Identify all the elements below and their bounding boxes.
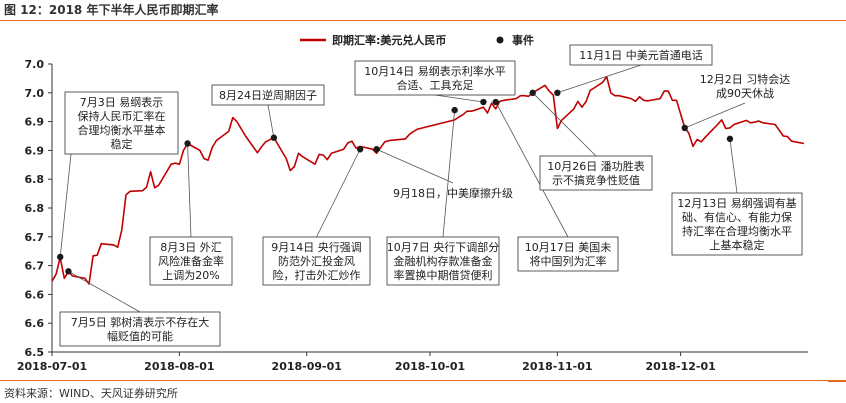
event-leader-line — [376, 148, 454, 184]
event-marker — [373, 146, 380, 153]
event-marker — [726, 135, 734, 143]
x-tick-label: 2018-09-01 — [272, 360, 342, 373]
x-tick-label: 2018-11-01 — [522, 360, 592, 373]
event-leader-line — [68, 271, 141, 313]
y-tick-label: 6.9 — [25, 144, 45, 157]
event-leader-line — [316, 149, 361, 238]
event-annotation-text: 率置换中期借贷便利 — [394, 268, 493, 282]
event-annotation-box — [539, 155, 653, 191]
event-annotation-text: 幅贬值的可能 — [107, 329, 173, 343]
event-annotation-box — [569, 44, 713, 66]
y-tick-label: 6.5 — [25, 346, 45, 359]
event-annotation-text: 10月17日 美国未 — [525, 241, 612, 254]
event-marker — [65, 268, 72, 275]
event-leader-line — [684, 102, 746, 129]
event-annotation-text: 合理均衡水平基本 — [78, 123, 166, 137]
event-annotation-text: 12月13日 易纲强调有基 — [677, 196, 797, 210]
event-annotation-box — [517, 236, 619, 272]
y-tick-label: 6.6 — [25, 288, 45, 301]
event-marker — [57, 253, 64, 261]
legend-label-spot-rate: 即期汇率:美元兑人民币 — [332, 33, 446, 47]
event-annotation-text: 10月7日 央行下调部分 — [387, 240, 500, 254]
event-leader-line — [59, 153, 72, 258]
event-leader-line — [442, 110, 456, 238]
event-annotation-text: 金融机构存款准备金 — [394, 254, 493, 268]
series-line-spot-rate — [51, 75, 805, 285]
event-annotation-text: 11月1日 中美元首通电话 — [579, 48, 703, 62]
event-annotation-text: 12月2日 习特会达 — [700, 72, 791, 86]
legend-swatch-events — [496, 36, 504, 44]
event-annotation-text: 保持人民币汇率在 — [78, 109, 166, 123]
event-annotation-text: 7月5日 郭树清表示不存在大 — [71, 315, 210, 329]
y-tick-label: 6.7 — [25, 231, 45, 244]
y-tick-label: 6.7 — [25, 260, 45, 273]
y-tick-label: 6.8 — [25, 173, 45, 186]
event-annotation-text: 将中国列为汇率 — [530, 254, 607, 268]
event-annotation-text: 7月3日 易纲表示 — [80, 95, 164, 109]
footer-accent — [828, 380, 846, 382]
event-annotation-text: 合适、工具充足 — [397, 78, 474, 92]
event-annotation-text: 上基本稳定 — [710, 238, 765, 252]
event-marker — [451, 106, 458, 114]
event-annotation-text: 10月26日 潘功胜表 — [547, 159, 645, 173]
event-marker — [270, 134, 278, 141]
event-leader-line — [729, 138, 738, 194]
event-annotation-box — [211, 84, 325, 106]
event-marker — [480, 98, 487, 106]
legend-label-events: 事件 — [512, 33, 534, 47]
event-annotation-text: 上调为20% — [162, 269, 219, 282]
event-annotation-box — [386, 236, 500, 286]
y-tick-label: 7.0 — [25, 58, 45, 71]
event-annotation-box — [354, 60, 516, 96]
event-annotation-text: 示不搞竞争性贬值 — [552, 173, 640, 187]
event-annotation-text: 防范外汇投金风 — [278, 254, 355, 268]
title-divider — [0, 20, 846, 21]
event-annotation-box — [262, 236, 371, 286]
event-annotation-box — [59, 311, 221, 347]
event-annotation-text: 稳定 — [111, 137, 133, 151]
event-marker — [681, 124, 688, 132]
y-tick-label: 6.8 — [25, 202, 45, 215]
x-tick-label: 2018-10-01 — [395, 360, 465, 373]
event-annotation-text: 成90天休战 — [716, 87, 774, 100]
event-marker — [529, 89, 536, 97]
event-marker — [554, 89, 561, 97]
y-tick-label: 7.0 — [25, 87, 45, 100]
event-marker — [492, 98, 499, 106]
event-annotation-text: 9月14日 央行强调 — [271, 241, 362, 254]
y-tick-label: 6.6 — [25, 317, 45, 330]
footer-divider — [0, 380, 846, 381]
event-annotation-text: 持汇率在合理均衡水平 — [682, 224, 792, 238]
event-marker — [356, 146, 364, 153]
event-annotation-box — [64, 91, 179, 155]
figure-title: 图 12：2018 年下半年人民币即期汇率 — [4, 3, 219, 17]
event-annotation-text: 8月24日逆周期因子 — [219, 88, 317, 102]
event-annotation-text: 风险准备金率 — [158, 254, 224, 268]
event-annotation-text: 险，打击外汇炒作 — [273, 268, 361, 282]
event-leader-line — [267, 104, 275, 138]
event-annotation-text: 础、有信心、有能力保 — [682, 210, 792, 224]
source-note: 资料来源：WIND、天风证券研究所 — [4, 387, 178, 400]
exchange-rate-chart: 6.5 6.6 6.6 6.7 6.7 6.8 6.8 6.9 6.9 7.0 7.0 2018-07… — [17, 33, 808, 373]
event-leader-line — [532, 92, 597, 157]
y-tick-label: 6.9 — [25, 116, 45, 129]
event-annotation-text: 8月3日 外汇 — [160, 241, 222, 254]
event-marker — [184, 140, 191, 147]
event-annotation-text: 9月18日，中美摩擦升级 — [393, 186, 513, 200]
event-leader-line — [187, 143, 192, 238]
event-annotation-text: 10月14日 易纲表示利率水平 — [364, 64, 506, 78]
event-leader-line — [434, 94, 484, 103]
event-annotation-box — [671, 192, 803, 256]
x-tick-label: 2018-07-01 — [17, 360, 87, 373]
event-annotation-box — [149, 236, 233, 286]
event-leader-line — [557, 64, 642, 94]
x-tick-label: 2018-08-01 — [144, 360, 214, 373]
event-leader-line — [495, 101, 569, 238]
x-tick-label: 2018-12-01 — [645, 360, 715, 373]
